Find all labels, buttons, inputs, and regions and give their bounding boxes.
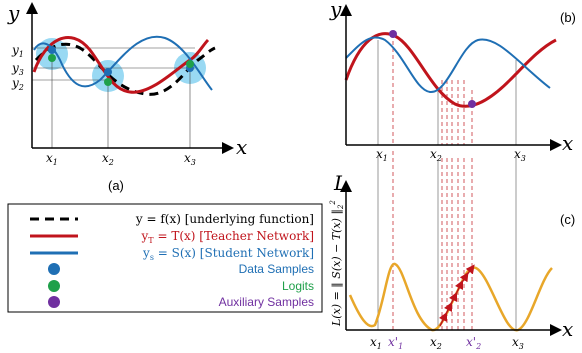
x-tick-2-b: x2	[430, 147, 442, 163]
legend-box	[7, 203, 323, 313]
x-tick-3-b: x3	[514, 147, 526, 163]
x-tick-2prime-c: x'2	[466, 335, 481, 351]
logit-2	[104, 78, 112, 86]
student-curve-b	[345, 36, 551, 94]
y-tick-1: y1	[11, 43, 24, 59]
x-tick-2-a: x2	[102, 151, 114, 167]
axis-y-label-c: L	[333, 171, 347, 195]
x-tick-3-a: x3	[184, 151, 196, 167]
underlying-curve-a	[34, 42, 216, 96]
x-tick-1prime-c: x'1	[388, 335, 403, 351]
caption-a: (a)	[108, 178, 124, 193]
x-tick-1-c: x1	[370, 335, 382, 351]
axis-x-label-c: x	[562, 317, 573, 341]
teacher-curve-a	[32, 36, 210, 94]
legend-item-logits: Logits	[282, 279, 314, 293]
legend-item-student: ys = S(x) [Student Network]	[142, 246, 314, 262]
panel-c: L x (c) L(x) = ‖ S(x) − T(x) ‖22 x1 x'1 …	[329, 150, 575, 351]
loss-formula: L(x) = ‖ S(x) − T(x) ‖22	[329, 200, 345, 327]
legend-swatch-logits	[48, 280, 60, 292]
panel-a: y x y1 y3 y2 x1 x2 x3 (a)	[7, 1, 247, 193]
logit-3	[186, 60, 194, 68]
y-tick-2: y2	[11, 76, 24, 92]
caption-c: (c)	[560, 212, 575, 227]
data-sample-2	[104, 68, 112, 76]
data-sample-1	[48, 46, 56, 54]
legend: y = f(x) [underlying function] yT = T(x)…	[7, 203, 323, 313]
y-tick-3: y3	[11, 61, 24, 77]
legend-swatch-data	[48, 263, 60, 275]
caption-b: (b)	[560, 10, 576, 25]
axis-y-label-a: y	[7, 1, 20, 25]
ascent-arrows	[438, 264, 475, 327]
panel-b: y x (b) x1 x2 x3	[329, 0, 576, 163]
logit-1	[48, 54, 56, 62]
x-tick-3-c: x3	[512, 335, 524, 351]
legend-swatch-aux	[48, 296, 60, 308]
axis-x-label-a: x	[236, 135, 247, 159]
teacher-curve-b	[344, 32, 557, 108]
legend-item-teacher: yT = T(x) [Teacher Network]	[141, 229, 314, 245]
axis-y-label-b: y	[329, 0, 342, 21]
axis-x-label-b: x	[562, 131, 573, 155]
legend-item-aux: Auxiliary Samples	[219, 295, 314, 309]
x-tick-2-c: x2	[430, 335, 442, 351]
legend-item-data: Data Samples	[239, 262, 314, 276]
legend-item-underlying: y = f(x) [underlying function]	[135, 212, 314, 226]
aux-sample-2-b	[468, 100, 476, 108]
x-tick-1-b: x1	[376, 147, 388, 163]
loss-curve-c	[348, 262, 553, 332]
aux-sample-1-b	[389, 30, 397, 38]
x-tick-1-a: x1	[46, 151, 58, 167]
